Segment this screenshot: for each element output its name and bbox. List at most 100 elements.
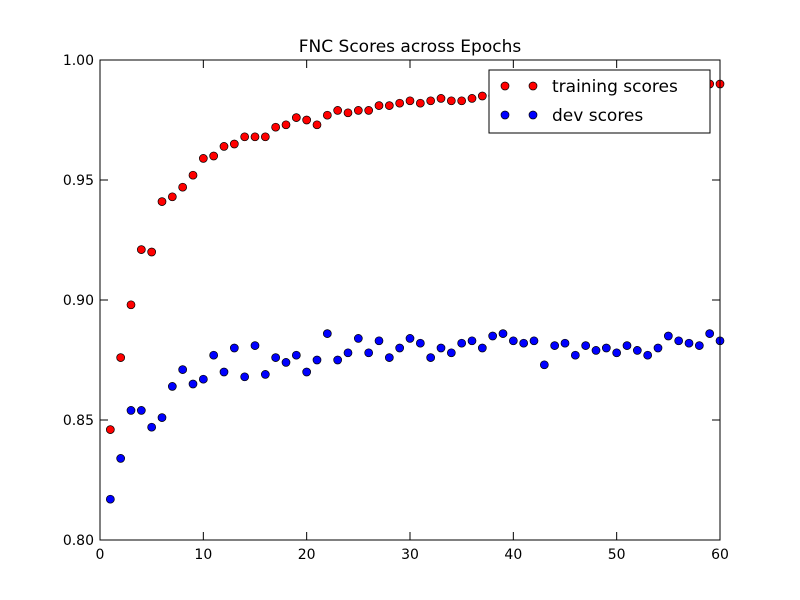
data-point bbox=[653, 343, 663, 353]
data-point bbox=[684, 338, 694, 348]
data-point bbox=[250, 132, 260, 142]
data-point bbox=[322, 110, 332, 120]
data-point bbox=[364, 348, 374, 358]
data-point bbox=[374, 336, 384, 346]
data-point bbox=[126, 406, 136, 415]
legend-box bbox=[488, 69, 711, 134]
data-point bbox=[322, 329, 332, 338]
data-point bbox=[457, 338, 467, 348]
y-tick-label: 0.80 bbox=[63, 533, 94, 549]
data-point bbox=[167, 192, 177, 202]
data-point bbox=[312, 355, 322, 365]
data-point bbox=[178, 182, 188, 192]
data-point bbox=[612, 348, 622, 358]
data-point bbox=[281, 358, 291, 367]
x-tick-label: 40 bbox=[504, 547, 522, 563]
data-point bbox=[488, 331, 498, 341]
data-point bbox=[116, 454, 126, 463]
data-point bbox=[209, 350, 219, 360]
data-point bbox=[550, 341, 560, 350]
data-point bbox=[622, 341, 632, 350]
y-tick-labels: 0.80 0.85 0.90 0.95 1.00 bbox=[63, 53, 94, 549]
data-point bbox=[136, 406, 146, 415]
data-point bbox=[395, 98, 405, 108]
x-tick-label: 10 bbox=[194, 547, 212, 563]
data-point bbox=[446, 348, 456, 358]
data-point bbox=[271, 122, 281, 132]
data-point bbox=[291, 113, 301, 122]
data-point bbox=[229, 343, 239, 353]
legend-label: training scores bbox=[552, 77, 678, 97]
data-point bbox=[643, 350, 653, 360]
data-point bbox=[105, 494, 115, 504]
data-point bbox=[157, 197, 167, 206]
legend-marker bbox=[500, 81, 510, 91]
data-point bbox=[188, 379, 198, 389]
data-point bbox=[250, 341, 260, 350]
data-point bbox=[343, 348, 353, 358]
data-point bbox=[581, 341, 591, 350]
data-point bbox=[674, 336, 684, 346]
data-point bbox=[415, 98, 425, 108]
data-point bbox=[302, 367, 312, 377]
data-point bbox=[498, 329, 508, 338]
data-point bbox=[229, 139, 239, 149]
y-tick-label: 0.95 bbox=[63, 173, 94, 189]
data-point bbox=[302, 115, 312, 125]
data-point bbox=[436, 343, 446, 353]
data-point bbox=[157, 413, 167, 422]
data-point bbox=[353, 334, 363, 343]
data-point bbox=[601, 343, 611, 353]
y-tick-label: 0.90 bbox=[63, 293, 94, 309]
data-point bbox=[384, 101, 394, 110]
data-point bbox=[167, 382, 177, 391]
data-point bbox=[219, 142, 229, 151]
y-tick-label: 0.85 bbox=[63, 413, 94, 429]
data-point bbox=[116, 353, 126, 362]
data-point bbox=[457, 96, 467, 106]
data-point bbox=[570, 350, 580, 360]
legend: training scores dev scores bbox=[488, 69, 711, 134]
data-point bbox=[508, 336, 518, 346]
data-point bbox=[415, 338, 425, 348]
data-point bbox=[426, 353, 436, 362]
data-point bbox=[539, 360, 549, 370]
data-point bbox=[694, 341, 704, 350]
x-tick-labels: 0 10 20 30 40 50 60 bbox=[96, 547, 729, 563]
data-point bbox=[260, 132, 270, 142]
data-point bbox=[333, 106, 343, 115]
data-point bbox=[705, 329, 715, 338]
data-point bbox=[477, 343, 487, 353]
data-point bbox=[178, 365, 188, 374]
data-point bbox=[343, 108, 353, 118]
data-point bbox=[384, 353, 394, 362]
data-point bbox=[426, 96, 436, 106]
data-point bbox=[281, 120, 291, 130]
data-point bbox=[240, 372, 250, 382]
data-point bbox=[591, 346, 601, 355]
legend-marker bbox=[500, 110, 510, 120]
data-point bbox=[529, 336, 539, 346]
x-tick-label: 20 bbox=[298, 547, 316, 563]
data-point bbox=[632, 346, 642, 355]
data-point bbox=[663, 331, 673, 341]
data-point bbox=[477, 91, 487, 101]
data-point bbox=[374, 101, 384, 110]
data-point bbox=[291, 350, 301, 360]
data-point bbox=[136, 245, 146, 254]
data-point bbox=[198, 374, 208, 384]
data-point bbox=[147, 247, 157, 257]
legend-marker bbox=[528, 81, 538, 91]
x-tick-label: 50 bbox=[608, 547, 626, 563]
data-point bbox=[260, 370, 270, 379]
data-point bbox=[198, 154, 208, 163]
data-point bbox=[405, 334, 415, 343]
data-point bbox=[353, 106, 363, 115]
data-point bbox=[364, 106, 374, 115]
data-point bbox=[126, 300, 136, 310]
data-point bbox=[188, 170, 198, 180]
data-point bbox=[519, 338, 529, 348]
data-point bbox=[560, 338, 570, 348]
chart-title: FNC Scores across Epochs bbox=[299, 37, 522, 57]
